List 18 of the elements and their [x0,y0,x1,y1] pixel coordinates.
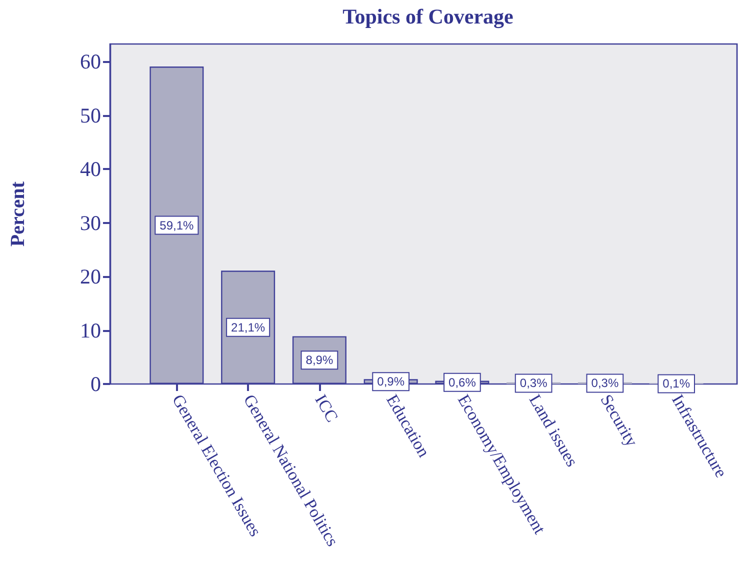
data-label: 21,1% [231,320,266,334]
data-label: 0,9% [377,374,405,389]
y-tick-label: 0 [90,372,101,396]
data-label: 0,1% [662,376,690,391]
data-label: 59,1% [160,218,194,232]
data-label: 0,6% [448,375,476,390]
y-tick-label: 40 [80,157,101,182]
y-tick-label: 60 [80,50,101,74]
x-tick-label: ICC [311,391,342,426]
data-label: 0,3% [591,376,619,390]
data-label: 0,3% [520,376,548,390]
y-tick-label: 20 [80,264,101,289]
y-tick-label: 50 [80,103,101,128]
y-tick-label: 10 [80,318,101,342]
y-axis-title: Percent [7,181,29,247]
y-tick-label: 30 [80,210,101,235]
chart-title: Topics of Coverage [342,4,514,28]
data-label: 8,9% [306,353,334,368]
